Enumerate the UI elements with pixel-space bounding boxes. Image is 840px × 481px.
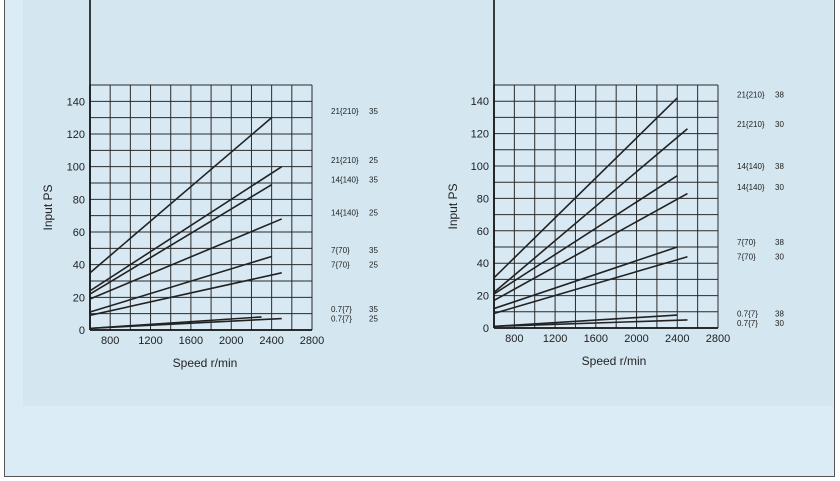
y-tick-label: 120 (471, 129, 489, 141)
series-label-text: 21{210} (331, 156, 359, 165)
series-line (89, 317, 282, 330)
series-line (493, 314, 678, 328)
series-label-text: 7{70} (331, 246, 350, 255)
series-label-number: 38 (775, 238, 784, 247)
series-label-number: 25 (369, 261, 378, 270)
series-label-number: 25 (369, 208, 378, 217)
series-label-text: 0.7{7} (737, 319, 758, 328)
series-line (89, 272, 282, 317)
series-label-text: 0.7{7} (331, 305, 352, 314)
series-label-text: 21{210} (737, 120, 765, 129)
series-line (89, 255, 272, 313)
x-tick-label: 1200 (138, 335, 162, 347)
plot-area (90, 85, 312, 330)
y-tick-label: 40 (73, 260, 85, 272)
x-tick-label: 800 (101, 335, 119, 347)
x-tick-label: 2800 (706, 333, 730, 345)
series-line (89, 117, 273, 274)
y-axis-label: Input PS (446, 183, 460, 229)
x-tick-label: 2800 (300, 335, 324, 347)
series-line (493, 97, 678, 279)
y-tick-label: 0 (483, 323, 489, 335)
y-tick-label: 20 (477, 291, 489, 303)
series-line (493, 175, 678, 295)
y-tick-label: 60 (477, 226, 489, 238)
series-label-text: 7{70} (737, 238, 756, 247)
y-tick-label: 100 (471, 161, 489, 173)
x-tick-label: 2400 (665, 333, 689, 345)
y-tick-label: 140 (67, 96, 85, 108)
x-tick-label: 2000 (219, 335, 243, 347)
y-tick-label: 80 (477, 193, 489, 205)
x-axis-label: Speed r/min (582, 354, 647, 368)
series-label-text: 14{140} (737, 183, 765, 192)
series-label-number: 30 (775, 319, 784, 328)
series-label-text: 7{70} (737, 253, 756, 262)
series-label-number: 38 (775, 309, 784, 318)
series-label-text: 0.7{7} (737, 309, 758, 318)
x-tick-label: 800 (505, 333, 523, 345)
series-label-text: 21{210} (331, 107, 359, 116)
y-tick-label: 80 (73, 194, 85, 206)
y-tick-label: 0 (79, 325, 85, 337)
series-label-number: 25 (369, 315, 378, 324)
series-label-text: 21{210} (737, 91, 765, 100)
series-label-number: 35 (369, 107, 378, 116)
series-line (493, 255, 688, 315)
x-tick-label: 2400 (259, 335, 283, 347)
series-label-text: 14{140} (737, 162, 765, 171)
y-tick-label: 20 (73, 292, 85, 304)
series-line (89, 218, 283, 300)
series-label-text: 0.7{7} (331, 315, 352, 324)
series-label-number: 30 (775, 183, 784, 192)
y-tick-label: 120 (67, 129, 85, 141)
x-tick-label: 1200 (543, 333, 567, 345)
series-label-number: 35 (369, 176, 378, 185)
y-tick-label: 60 (73, 227, 85, 239)
series-label-number: 35 (369, 305, 378, 314)
x-axis-label: Speed r/min (173, 356, 238, 370)
y-tick-label: 40 (477, 258, 489, 270)
plot-area (494, 85, 718, 328)
series-label-number: 38 (775, 162, 784, 171)
x-tick-label: 1600 (179, 335, 203, 347)
series-label-text: 14{140} (331, 208, 359, 217)
series-label-number: 35 (369, 246, 378, 255)
series-label-number: 38 (775, 91, 784, 100)
y-tick-label: 100 (67, 162, 85, 174)
series-label-number: 30 (775, 253, 784, 262)
series-label-text: 14{140} (331, 176, 359, 185)
x-tick-label: 2000 (624, 333, 648, 345)
series-line (89, 165, 283, 292)
series-line (493, 319, 688, 328)
series-label-text: 7{70} (331, 261, 350, 270)
series-line (493, 192, 688, 302)
series-line (493, 128, 688, 293)
y-tick-label: 140 (471, 96, 489, 108)
series-line (89, 183, 273, 295)
series-line (493, 246, 678, 310)
series-label-number: 30 (775, 120, 784, 129)
x-tick-label: 1600 (584, 333, 608, 345)
y-axis-label: Input PS (41, 184, 55, 230)
series-label-number: 25 (369, 156, 378, 165)
